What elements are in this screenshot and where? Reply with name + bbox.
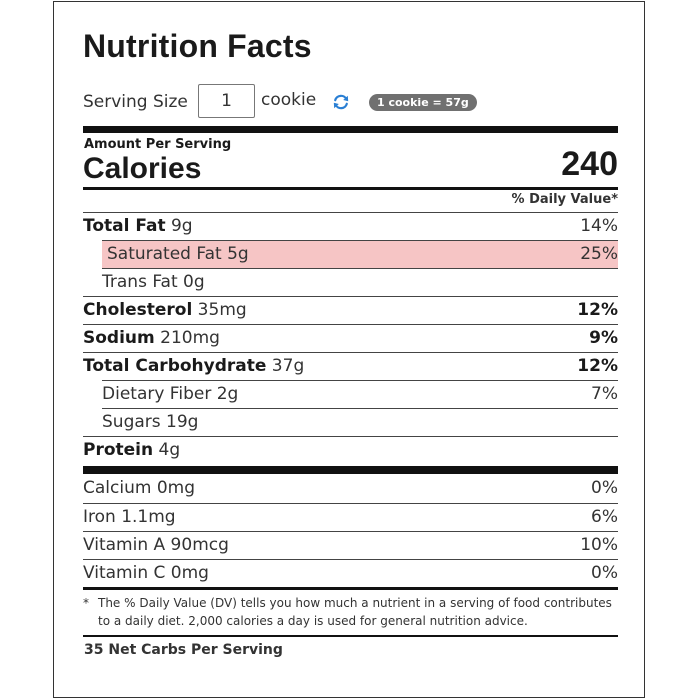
medium-divider [83, 187, 618, 190]
vitamin-daily-value: 0% [591, 563, 618, 583]
daily-value-header: % Daily Value* [511, 192, 618, 207]
nutrient-row-total-fat: Total Fat 9g 14% [83, 212, 618, 240]
serving-size-row: Serving Size cookie 1 cookie = 57g [83, 84, 618, 120]
footnote-divider [83, 587, 618, 590]
thick-divider [83, 126, 618, 133]
nutrient-daily-value: 12% [577, 356, 618, 376]
serving-size-label: Serving Size [83, 92, 188, 112]
vitamin-name: Calcium 0mg [83, 478, 195, 498]
nutrient-daily-value: 12% [577, 300, 618, 320]
daily-value-footnote: * The % Daily Value (DV) tells you how m… [83, 594, 618, 630]
nutrient-name: Total Fat 9g [83, 216, 193, 236]
nutrient-name: Sodium 210mg [83, 328, 220, 348]
nutrient-name: Total Carbohydrate 37g [83, 356, 305, 376]
vitamin-row-vitamin-c: Vitamin C 0mg 0% [83, 559, 618, 587]
nutrient-row-trans-fat: Trans Fat 0g [102, 268, 618, 296]
footnote-text: The % Daily Value (DV) tells you how muc… [98, 596, 612, 628]
nutrient-daily-value: 9% [589, 328, 618, 348]
nutrient-name: Dietary Fiber 2g [102, 384, 239, 404]
nutrient-daily-value: 25% [580, 244, 618, 264]
net-carbs-label: 35 Net Carbs Per Serving [84, 642, 283, 658]
thick-divider-vitamins [83, 466, 618, 474]
nutrient-name: Sugars 19g [102, 412, 199, 432]
nutrition-facts-title: Nutrition Facts [83, 28, 312, 64]
vitamin-name: Vitamin C 0mg [83, 563, 209, 583]
amount-per-serving-label: Amount Per Serving [84, 137, 232, 152]
refresh-icon[interactable] [331, 92, 351, 112]
vitamin-list: Calcium 0mg 0% Iron 1.1mg 6% Vitamin A 9… [83, 475, 618, 587]
serving-weight-badge: 1 cookie = 57g [369, 94, 477, 111]
net-carbs-divider [83, 635, 618, 637]
nutrient-row-cholesterol: Cholesterol 35mg 12% [83, 296, 618, 324]
vitamin-row-iron: Iron 1.1mg 6% [83, 503, 618, 531]
calories-value: 240 [561, 145, 618, 183]
nutrient-name: Protein 4g [83, 440, 181, 460]
nutrient-row-dietary-fiber: Dietary Fiber 2g 7% [102, 380, 618, 408]
nutrient-name: Cholesterol 35mg [83, 300, 247, 320]
nutrient-row-sugars: Sugars 19g [102, 408, 618, 436]
nutrient-daily-value: 7% [591, 384, 618, 404]
nutrient-row-sodium: Sodium 210mg 9% [83, 324, 618, 352]
serving-unit-label: cookie [261, 90, 317, 110]
vitamin-row-vitamin-a: Vitamin A 90mcg 10% [83, 531, 618, 559]
vitamin-row-calcium: Calcium 0mg 0% [83, 475, 618, 503]
vitamin-daily-value: 10% [580, 535, 618, 555]
vitamin-daily-value: 6% [591, 507, 618, 527]
nutrition-label-panel: Nutrition Facts Serving Size cookie 1 co… [53, 1, 645, 698]
nutrient-name: Trans Fat 0g [102, 272, 205, 292]
nutrient-daily-value: 14% [580, 216, 618, 236]
vitamin-name: Iron 1.1mg [83, 507, 176, 527]
nutrient-list: Total Fat 9g 14% Saturated Fat 5g 25% Tr… [83, 212, 618, 464]
footnote-asterisk: * [83, 596, 89, 610]
nutrient-row-total-carbohydrate: Total Carbohydrate 37g 12% [83, 352, 618, 380]
nutrient-row-saturated-fat: Saturated Fat 5g 25% [102, 240, 618, 268]
vitamin-name: Vitamin A 90mcg [83, 535, 229, 555]
nutrient-row-protein: Protein 4g [83, 436, 618, 464]
serving-quantity-input[interactable] [198, 84, 255, 118]
nutrient-name: Saturated Fat 5g [107, 244, 249, 264]
vitamin-daily-value: 0% [591, 478, 618, 498]
calories-label: Calories [83, 152, 202, 185]
